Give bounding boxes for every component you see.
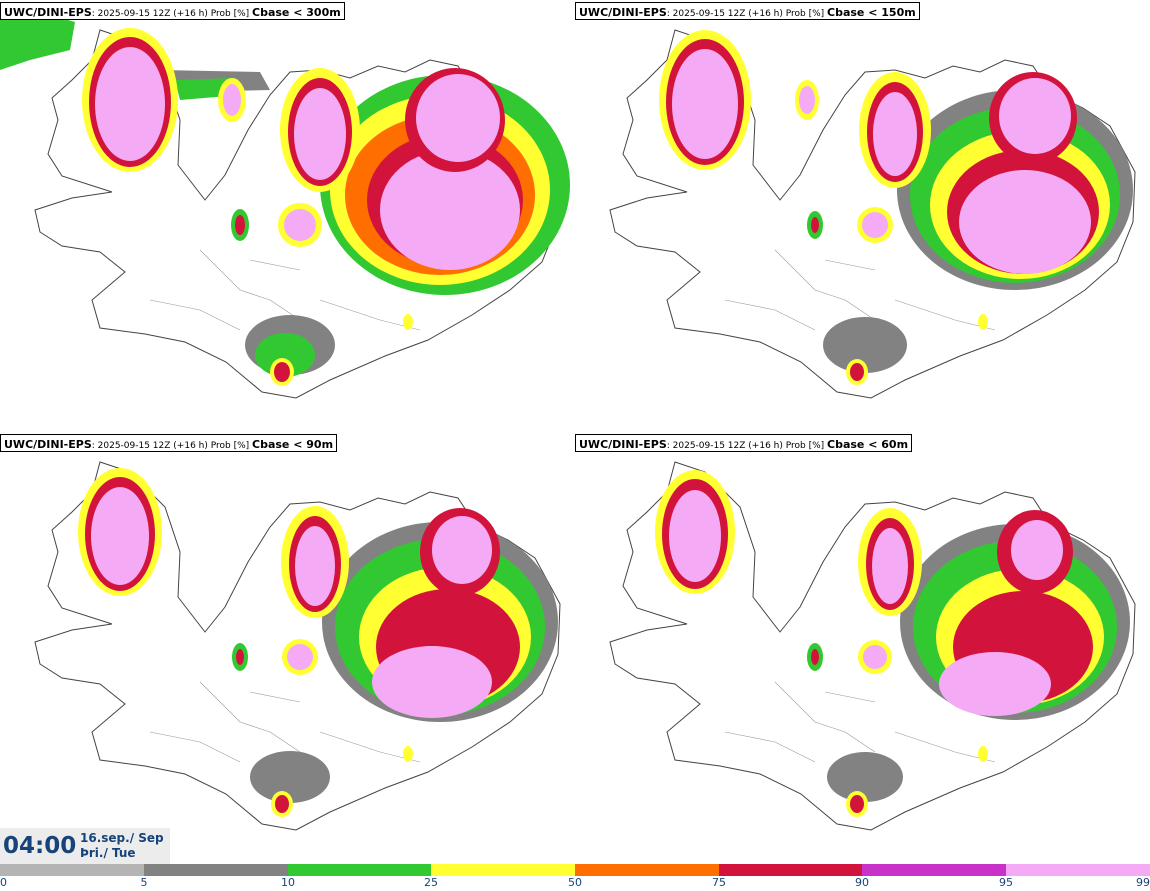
panel-title: UWC/DINI-EPS: 2025-09-15 12Z (+16 h) Pro… <box>575 2 920 20</box>
map-iceland-150 <box>609 29 1136 399</box>
colorbar-tick: 50 <box>568 876 582 889</box>
colorbar-tick: 99 <box>1136 876 1150 889</box>
panel-cbase-300: UWC/DINI-EPS: 2025-09-15 12Z (+16 h) Pro… <box>0 0 575 432</box>
colorbar-segment <box>288 864 431 876</box>
map-iceland-300 <box>0 12 570 399</box>
threshold-label: Cbase < 60m <box>827 438 909 451</box>
colorbar-tick: 95 <box>999 876 1013 889</box>
valid-weekday: Þri./ Tue <box>80 846 136 860</box>
colorbar-segment <box>1006 864 1150 876</box>
run-meta: : 2025-09-15 12Z (+16 h) Prob [%] <box>666 9 828 19</box>
prob-field-300 <box>0 12 570 386</box>
colorbar-segment <box>862 864 1006 876</box>
prob-field-150 <box>659 30 1133 385</box>
colorbar-tick: 10 <box>281 876 295 889</box>
model-name: UWC/DINI-EPS <box>4 438 92 451</box>
model-name: UWC/DINI-EPS <box>579 438 667 451</box>
colorbar-segment <box>719 864 862 876</box>
map-iceland-90 <box>34 461 561 831</box>
colorbar-tick: 0 <box>0 876 7 889</box>
model-name: UWC/DINI-EPS <box>579 6 667 19</box>
prob-field-60 <box>655 470 1130 817</box>
valid-date: 16.sep./ Sep <box>80 831 164 845</box>
model-name: UWC/DINI-EPS <box>4 6 92 19</box>
colorbar-tick: 90 <box>855 876 869 889</box>
run-meta: : 2025-09-15 12Z (+16 h) Prob [%] <box>666 441 828 451</box>
colorbar-segment <box>144 864 288 876</box>
colorbar-segment <box>431 864 575 876</box>
valid-time-box: 04:00 16.sep./ Sep Þri./ Tue <box>0 828 170 864</box>
panel-cbase-60: UWC/DINI-EPS: 2025-09-15 12Z (+16 h) Pro… <box>575 432 1150 864</box>
threshold-label: Cbase < 150m <box>827 6 916 19</box>
map-iceland-60 <box>609 461 1136 831</box>
valid-time: 04:00 <box>3 833 77 859</box>
colorbar-tick: 75 <box>712 876 726 889</box>
prob-field-90 <box>78 468 558 817</box>
colorbar-segment <box>0 864 144 876</box>
panel-title: UWC/DINI-EPS: 2025-09-15 12Z (+16 h) Pro… <box>575 434 913 452</box>
panel-title: UWC/DINI-EPS: 2025-09-15 12Z (+16 h) Pro… <box>0 434 338 452</box>
panel-cbase-150: UWC/DINI-EPS: 2025-09-15 12Z (+16 h) Pro… <box>575 0 1150 432</box>
colorbar-tick: 5 <box>140 876 148 889</box>
threshold-label: Cbase < 90m <box>252 438 334 451</box>
colorbar-segment <box>575 864 719 876</box>
run-meta: : 2025-09-15 12Z (+16 h) Prob [%] <box>91 441 253 451</box>
threshold-label: Cbase < 300m <box>252 6 341 19</box>
run-meta: : 2025-09-15 12Z (+16 h) Prob [%] <box>91 9 253 19</box>
panel-cbase-90: UWC/DINI-EPS: 2025-09-15 12Z (+16 h) Pro… <box>0 432 575 864</box>
colorbar: 0 5 10 25 50 75 90 95 99 <box>0 864 1150 891</box>
colorbar-tick: 25 <box>424 876 438 889</box>
panel-title: UWC/DINI-EPS: 2025-09-15 12Z (+16 h) Pro… <box>0 2 345 20</box>
